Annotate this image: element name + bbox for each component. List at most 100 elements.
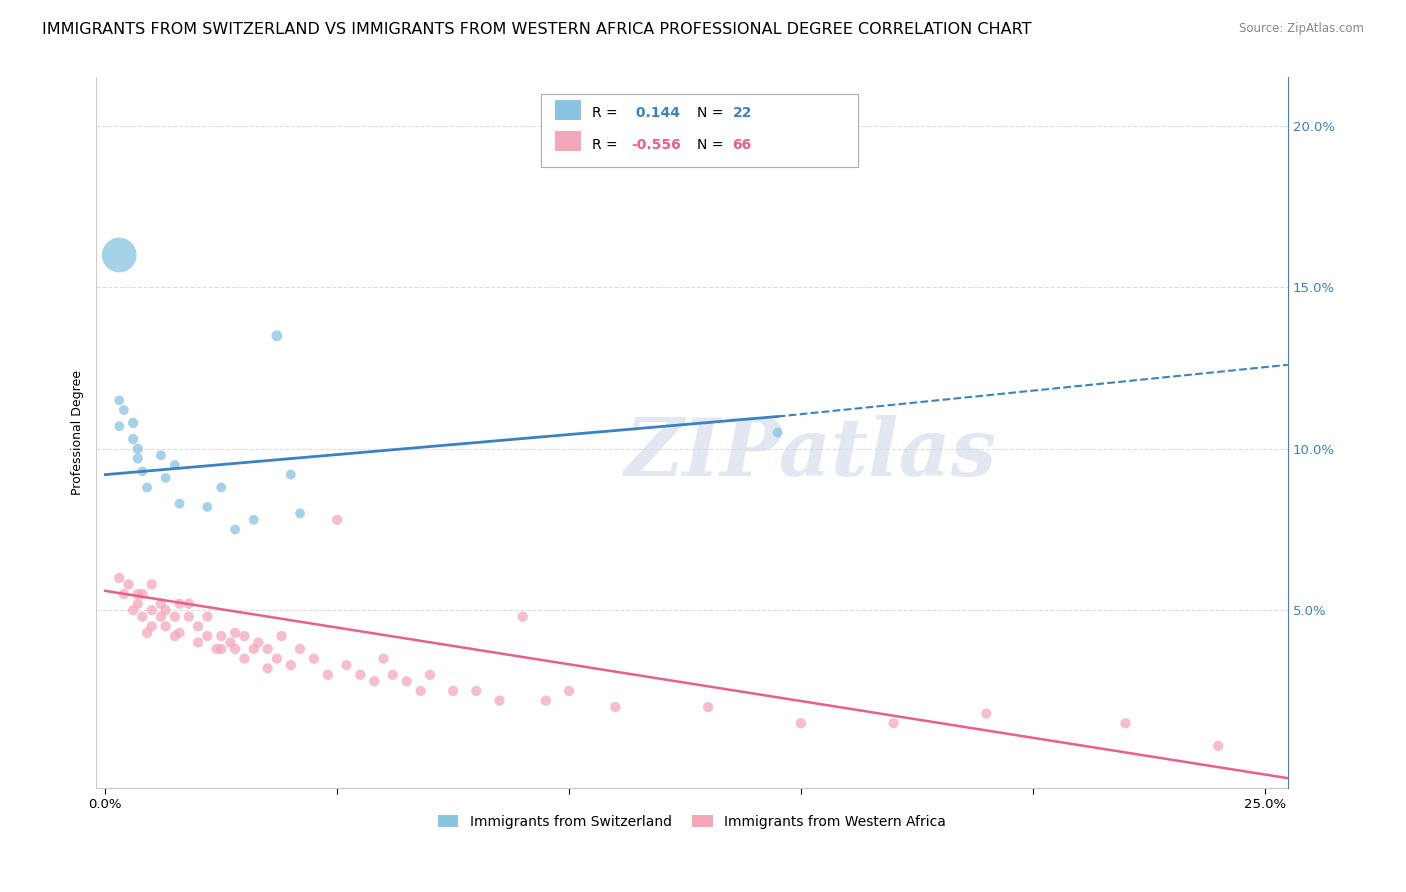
Point	[465, 684, 488, 698]
Point	[149, 609, 172, 624]
Text: R =: R =	[592, 137, 617, 152]
Point	[219, 635, 242, 649]
Point	[122, 416, 145, 430]
Point	[141, 619, 163, 633]
Text: 0.144: 0.144	[631, 106, 681, 120]
Point	[233, 651, 256, 665]
Point	[108, 419, 131, 434]
Point	[302, 651, 325, 665]
Point	[122, 603, 145, 617]
Text: ZIPatlas: ZIPatlas	[626, 415, 997, 492]
Point	[141, 577, 163, 591]
Point	[149, 448, 172, 462]
Text: 66: 66	[733, 137, 752, 152]
Point	[270, 629, 292, 643]
Point	[117, 577, 139, 591]
Point	[247, 635, 270, 649]
Y-axis label: Professional Degree: Professional Degree	[72, 370, 84, 495]
Point	[169, 625, 191, 640]
Point	[205, 642, 228, 657]
Point	[280, 467, 302, 482]
Point	[790, 716, 813, 731]
Point	[409, 684, 432, 698]
Point	[242, 642, 264, 657]
Point	[224, 625, 246, 640]
Point	[131, 464, 153, 478]
Point	[209, 642, 232, 657]
Point	[127, 451, 149, 466]
Point	[288, 642, 311, 657]
Point	[266, 328, 288, 343]
Text: 22: 22	[733, 106, 752, 120]
Point	[195, 629, 218, 643]
Text: Source: ZipAtlas.com: Source: ZipAtlas.com	[1239, 22, 1364, 36]
Text: -0.556: -0.556	[631, 137, 681, 152]
Text: N =: N =	[697, 137, 724, 152]
Point	[363, 674, 385, 689]
Point	[163, 609, 186, 624]
Point	[224, 523, 246, 537]
Point	[209, 481, 232, 495]
Point	[195, 500, 218, 514]
Point	[177, 609, 200, 624]
Point	[288, 507, 311, 521]
Point	[108, 248, 131, 262]
Point	[1114, 716, 1136, 731]
Point	[108, 393, 131, 408]
Point	[187, 619, 209, 633]
Point	[335, 658, 357, 673]
Point	[373, 651, 395, 665]
Legend: Immigrants from Switzerland, Immigrants from Western Africa: Immigrants from Switzerland, Immigrants …	[432, 809, 952, 834]
Point	[136, 481, 159, 495]
Point	[1206, 739, 1229, 753]
Point	[224, 642, 246, 657]
Point	[883, 716, 905, 731]
Point	[395, 674, 418, 689]
Point	[233, 629, 256, 643]
Point	[256, 661, 278, 675]
Point	[163, 458, 186, 472]
Point	[141, 603, 163, 617]
Point	[209, 629, 232, 643]
Point	[512, 609, 534, 624]
Point	[112, 587, 135, 601]
Point	[136, 625, 159, 640]
Point	[195, 609, 218, 624]
Text: IMMIGRANTS FROM SWITZERLAND VS IMMIGRANTS FROM WESTERN AFRICA PROFESSIONAL DEGRE: IMMIGRANTS FROM SWITZERLAND VS IMMIGRANT…	[42, 22, 1032, 37]
Point	[349, 668, 371, 682]
Point	[488, 693, 510, 707]
Point	[177, 597, 200, 611]
Point	[131, 609, 153, 624]
Point	[280, 658, 302, 673]
Point	[242, 513, 264, 527]
Point	[326, 513, 349, 527]
Point	[163, 629, 186, 643]
Text: R =: R =	[592, 106, 617, 120]
Text: N =: N =	[697, 106, 724, 120]
Point	[558, 684, 581, 698]
Point	[127, 587, 149, 601]
Point	[131, 587, 153, 601]
Point	[766, 425, 789, 440]
Point	[534, 693, 557, 707]
Point	[976, 706, 998, 721]
Point	[256, 642, 278, 657]
Point	[697, 700, 720, 714]
Point	[127, 442, 149, 456]
Point	[605, 700, 627, 714]
Point	[381, 668, 404, 682]
Point	[112, 403, 135, 417]
Point	[266, 651, 288, 665]
Point	[155, 471, 177, 485]
Point	[155, 603, 177, 617]
Point	[316, 668, 339, 682]
Point	[155, 619, 177, 633]
Point	[419, 668, 441, 682]
Point	[108, 571, 131, 585]
Point	[169, 597, 191, 611]
Point	[149, 597, 172, 611]
Point	[127, 597, 149, 611]
Point	[122, 432, 145, 446]
Point	[169, 497, 191, 511]
Point	[187, 635, 209, 649]
